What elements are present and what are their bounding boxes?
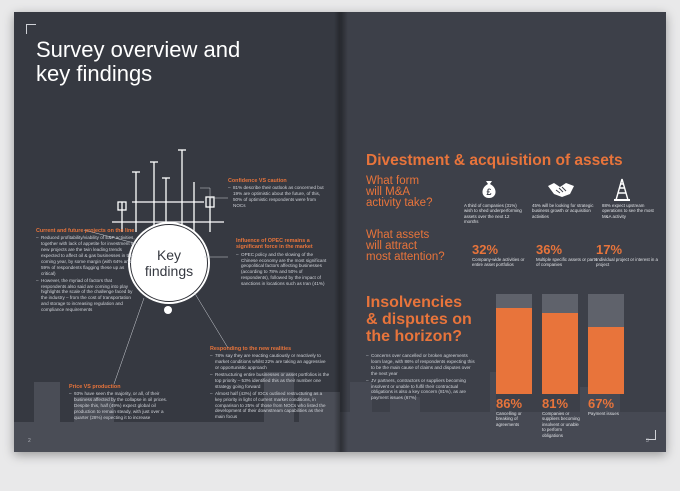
section-new-realities: Responding to the new realities 78% say … <box>210 346 330 421</box>
bar-label-1: 86% Cancelling or breaking of agreements <box>496 396 536 427</box>
corner-mark-bottom-right <box>646 430 656 440</box>
skyline-background <box>340 372 666 452</box>
asset-caption: Individual project or interest in a proj… <box>596 257 658 268</box>
asset-stat-1: 32% Company-wide activities or entire as… <box>472 242 534 268</box>
section-heading: Confidence VS caution <box>228 178 287 184</box>
page-title-line-1: Survey overview and <box>36 37 241 62</box>
asset-percent: 36% <box>536 242 563 257</box>
bar-percent: 67% <box>588 396 615 411</box>
bullet-item: 78% say they are reacting cautiously or … <box>210 353 330 371</box>
spread-gutter <box>334 12 348 452</box>
asset-percent: 32% <box>472 242 499 257</box>
bullet-item: Reduced profitability/viability of E&P a… <box>36 235 138 276</box>
bar-track-1 <box>496 294 532 394</box>
asset-caption: Multiple specific assets or parts of com… <box>536 257 598 268</box>
icon-block-2: 45% will be looking for strategic busine… <box>532 178 594 219</box>
bar-caption: Cancelling or breaking of agreements <box>496 411 522 427</box>
question-assets: What assets will attract most attention? <box>366 229 456 263</box>
bullet-list: OPEC policy and the slowing of the Chine… <box>236 252 330 287</box>
bar-caption: Payment issues <box>588 411 619 416</box>
question-line: will M&A <box>366 186 411 198</box>
insolvency-title: Insolvencies & disputes on the horizon? <box>366 294 476 345</box>
section-opec: Influence of OPEC remains a significant … <box>236 238 330 288</box>
bullet-item: 93% have seen the majority, or all, of t… <box>69 391 169 421</box>
divestment-title: Divestment & acquisition of assets <box>366 152 623 169</box>
icon-caption: 45% will be looking for strategic busine… <box>532 203 594 219</box>
section-confidence: Confidence VS caution 81% describe their… <box>228 178 324 210</box>
section-heading: Responding to the new realities <box>210 346 292 352</box>
question-ma-form: What form will M&A activity take? <box>366 175 456 209</box>
insolvency-title-line: Insolvencies <box>366 294 463 311</box>
bar-track-3 <box>588 294 624 394</box>
bar-fill-2 <box>542 313 578 394</box>
bar-track-2 <box>542 294 578 394</box>
left-page: Survey overview and key findings <box>14 12 340 452</box>
bullet-item: 81% describe their outlook as concerned … <box>228 185 324 209</box>
icon-block-3: 88% expect upstream operations to see th… <box>602 178 660 219</box>
bullet-item: However, the myriad of factors that resp… <box>36 278 138 313</box>
bullet-list: 78% say they are reacting cautiously or … <box>210 353 330 420</box>
key-findings-line-2: findings <box>144 263 194 279</box>
page-title: Survey overview and key findings <box>36 38 296 86</box>
asset-caption: Company-wide activities or entire asset … <box>472 257 525 268</box>
bar-caption: Companies or suppliers becoming insolven… <box>542 411 580 438</box>
bar-fill-3 <box>588 327 624 394</box>
money-bag-icon: £ <box>482 181 496 198</box>
handshake-icon <box>548 183 574 197</box>
question-line: activity take? <box>366 197 433 209</box>
question-line: What assets <box>366 229 430 241</box>
insolvency-title-line: the horizon? <box>366 328 462 345</box>
section-current-future: Current and future projects on the line … <box>36 228 138 314</box>
corner-mark-top-left <box>26 24 36 34</box>
key-findings-line-1: Key <box>156 247 182 263</box>
bullet-item: OPEC policy and the slowing of the Chine… <box>236 252 330 287</box>
asset-stat-2: 36% Multiple specific assets or parts of… <box>536 242 598 268</box>
brochure-spread: Survey overview and key findings <box>14 12 666 452</box>
icon-caption: 88% expect upstream operations to see th… <box>602 203 654 219</box>
page-title-line-2: key findings <box>36 61 153 86</box>
bullet-item: Restructuring entire businesses or asset… <box>210 372 330 390</box>
bar-percent: 86% <box>496 396 523 411</box>
asset-percent: 17% <box>596 242 623 257</box>
page-number-left: 2 <box>28 438 31 444</box>
insolvency-bullets: Concerns over cancelled or broken agreem… <box>366 353 478 402</box>
question-line: will attract <box>366 240 418 252</box>
question-line: What form <box>366 175 420 187</box>
oil-rig-icon <box>614 178 630 201</box>
insolvency-title-line: & disputes on <box>366 311 472 328</box>
bar-fill-1 <box>496 308 532 394</box>
bullet-item: Concerns over cancelled or broken agreem… <box>366 353 478 377</box>
key-findings-circle: Key findings <box>130 224 208 302</box>
section-price-production: Price VS production 93% have seen the ma… <box>69 384 169 422</box>
bar-percent: 81% <box>542 396 569 411</box>
right-page: Divestment & acquisition of assets What … <box>340 12 666 452</box>
page-number-right: 3 <box>646 438 649 444</box>
bar-label-2: 81% Companies or suppliers becoming inso… <box>542 396 582 438</box>
bullet-list: 81% describe their outlook as concerned … <box>228 185 324 209</box>
icon-caption: A third of companies (31%) wish to shed … <box>464 203 522 225</box>
section-heading: Influence of OPEC remains a significant … <box>236 238 313 251</box>
svg-text:£: £ <box>486 187 491 197</box>
bullet-item: Almost half (43%) of IOCs outlined restr… <box>210 391 330 421</box>
bullet-item: JV partners, contractors or suppliers be… <box>366 378 478 402</box>
asset-stat-3: 17% Individual project or interest in a … <box>596 242 658 268</box>
bullet-list: Reduced profitability/viability of E&P a… <box>36 235 138 313</box>
bar-label-3: 67% Payment issues <box>588 396 634 416</box>
question-line: most attention? <box>366 251 445 263</box>
section-heading: Current and future projects on the line <box>36 228 135 234</box>
bullet-list: 93% have seen the majority, or all, of t… <box>69 391 169 421</box>
section-heading: Price VS production <box>69 384 121 390</box>
icon-block-1: £ A third of companies (31%) wish to she… <box>464 178 522 225</box>
